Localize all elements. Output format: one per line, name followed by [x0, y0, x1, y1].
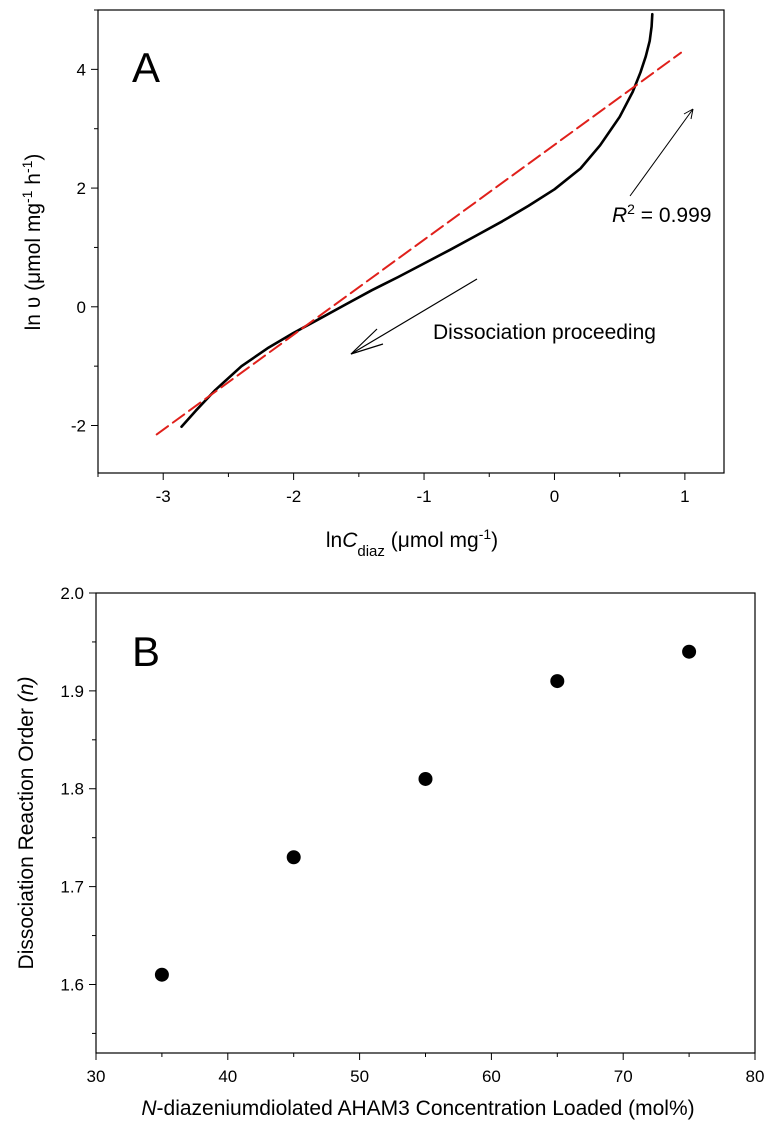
x-ticks-b: 30 40 50 60 70 80 [87, 1053, 765, 1086]
r-squared-annotation: R2 = 0.999 [612, 201, 711, 227]
series-a [155, 12, 682, 436]
plot-frame-a [97, 9, 725, 474]
x-label-b-text: -diazeniumdiolated AHAM3 Concentration L… [157, 1097, 695, 1120]
y-ticks-a: -2 0 2 4 [71, 9, 98, 436]
y-tick-label: 2.0 [60, 584, 84, 603]
dissociation-arrowhead [350, 328, 384, 355]
r-squared-pointer-arrowhead [683, 108, 694, 120]
data-curve [180, 12, 654, 429]
y-tick-label: -2 [71, 417, 86, 436]
data-point [550, 674, 565, 689]
x-tick-label: 80 [746, 1067, 765, 1086]
x-tick-label: 1 [680, 487, 689, 506]
x-label-a-unit-sup: -1 [479, 526, 492, 542]
y-label-b-italic: (n) [15, 677, 38, 703]
x-tick-label: 0 [550, 487, 559, 506]
y-label-a-sup2: -1 [19, 160, 35, 173]
y-label-a-text: ln υ (μmol mg [22, 203, 45, 330]
y-axis-label-a: ln υ (μmol mg-1 h-1) [19, 154, 45, 331]
fit-line [155, 51, 682, 436]
x-label-b-italic: N [141, 1097, 157, 1120]
x-label-a-sub: diaz [357, 543, 385, 560]
dissociation-arrow-line [350, 278, 478, 355]
y-ticks-b: 1.6 1.7 1.8 1.9 2.0 [60, 584, 96, 1034]
y-label-b-text: Dissociation Reaction Order [15, 702, 38, 969]
y-label-a-end: ) [22, 154, 45, 161]
data-point [418, 771, 433, 786]
x-tick-label: -1 [416, 487, 431, 506]
x-tick-label: 50 [350, 1067, 369, 1086]
y-axis-label-b: Dissociation Reaction Order (n) [15, 677, 38, 970]
plot-frame-b [95, 592, 756, 1054]
y-tick-label: 2 [77, 179, 86, 198]
dissociation-annotation: Dissociation proceeding [433, 321, 656, 344]
y-label-a-sup1: -1 [19, 190, 35, 203]
y-tick-label: 0 [77, 298, 86, 317]
y-tick-label: 1.7 [60, 878, 84, 897]
r-squared-value: = 0.999 [635, 204, 711, 227]
data-point [682, 644, 697, 659]
x-label-a-prefix: ln [326, 529, 342, 552]
panel-label-a: A [132, 44, 160, 91]
x-label-a-var: C [342, 529, 358, 552]
y-label-a-mid: h [22, 173, 45, 191]
x-tick-label: 60 [482, 1067, 501, 1086]
y-tick-label: 4 [77, 60, 86, 79]
data-point [154, 967, 169, 982]
data-point [286, 850, 301, 865]
x-axis-label-b: N-diazeniumdiolated AHAM3 Concentration … [141, 1097, 694, 1120]
r-squared-exponent: 2 [627, 201, 635, 217]
y-tick-label: 1.8 [60, 780, 84, 799]
x-tick-label: -2 [286, 487, 301, 506]
r-squared-symbol: R [612, 204, 627, 227]
panel-b: 30 40 50 60 70 80 1.6 1.7 1.8 1.9 2.0 B N-diazeni… [15, 584, 764, 1120]
r-squared-pointer-line [629, 108, 694, 197]
panel-label-b: B [132, 628, 160, 675]
x-tick-label: 40 [218, 1067, 237, 1086]
x-label-a-unit: (μmol mg [385, 529, 479, 552]
x-tick-label: -3 [156, 487, 171, 506]
x-axis-label-a: lnCdiaz (μmol mg-1) [326, 526, 498, 560]
x-label-a-unit-end: ) [491, 529, 498, 552]
x-tick-label: 70 [614, 1067, 633, 1086]
y-tick-label: 1.6 [60, 975, 84, 994]
series-b [154, 644, 697, 982]
y-tick-label: 1.9 [60, 682, 84, 701]
x-ticks-a: -3 -2 -1 0 1 [97, 473, 690, 506]
x-tick-label: 30 [87, 1067, 106, 1086]
